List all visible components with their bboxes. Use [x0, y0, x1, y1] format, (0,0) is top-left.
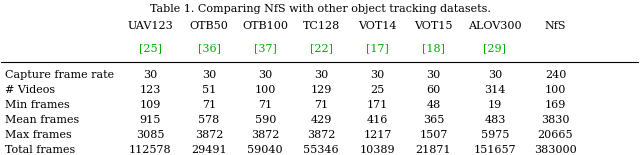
- Text: [17]: [17]: [366, 44, 388, 54]
- Text: 483: 483: [484, 115, 506, 125]
- Text: 416: 416: [367, 115, 388, 125]
- Text: 30: 30: [314, 70, 328, 80]
- Text: 51: 51: [202, 85, 216, 95]
- Text: 365: 365: [423, 115, 444, 125]
- Text: 20665: 20665: [538, 130, 573, 140]
- Text: [25]: [25]: [139, 44, 162, 54]
- Text: 590: 590: [255, 115, 276, 125]
- Text: 240: 240: [545, 70, 566, 80]
- Text: 314: 314: [484, 85, 506, 95]
- Text: 19: 19: [488, 100, 502, 110]
- Text: [18]: [18]: [422, 44, 445, 54]
- Text: Table 1. Comparing NfS with other object tracking datasets.: Table 1. Comparing NfS with other object…: [150, 4, 490, 14]
- Text: 21871: 21871: [415, 145, 451, 155]
- Text: 10389: 10389: [360, 145, 395, 155]
- Text: 59040: 59040: [248, 145, 283, 155]
- Text: 30: 30: [426, 70, 440, 80]
- Text: 151657: 151657: [474, 145, 516, 155]
- Text: 48: 48: [426, 100, 440, 110]
- Text: 100: 100: [545, 85, 566, 95]
- Text: 3830: 3830: [541, 115, 570, 125]
- Text: 171: 171: [367, 100, 388, 110]
- Text: 3085: 3085: [136, 130, 164, 140]
- Text: 1217: 1217: [363, 130, 392, 140]
- Text: 109: 109: [140, 100, 161, 110]
- Text: 112578: 112578: [129, 145, 172, 155]
- Text: Total frames: Total frames: [4, 145, 75, 155]
- Text: [37]: [37]: [254, 44, 276, 54]
- Text: [29]: [29]: [483, 44, 506, 54]
- Text: 30: 30: [143, 70, 157, 80]
- Text: 29491: 29491: [191, 145, 227, 155]
- Text: 30: 30: [258, 70, 273, 80]
- Text: 129: 129: [310, 85, 332, 95]
- Text: 3872: 3872: [251, 130, 280, 140]
- Text: 169: 169: [545, 100, 566, 110]
- Text: Capture frame rate: Capture frame rate: [4, 70, 114, 80]
- Text: NfS: NfS: [545, 21, 566, 31]
- Text: 71: 71: [258, 100, 272, 110]
- Text: OTB100: OTB100: [242, 21, 288, 31]
- Text: VOT14: VOT14: [358, 21, 397, 31]
- Text: Max frames: Max frames: [4, 130, 71, 140]
- Text: UAV123: UAV123: [127, 21, 173, 31]
- Text: 5975: 5975: [481, 130, 509, 140]
- Text: 55346: 55346: [303, 145, 339, 155]
- Text: TC128: TC128: [303, 21, 340, 31]
- Text: 30: 30: [370, 70, 385, 80]
- Text: 429: 429: [310, 115, 332, 125]
- Text: 71: 71: [202, 100, 216, 110]
- Text: [36]: [36]: [198, 44, 221, 54]
- Text: Min frames: Min frames: [4, 100, 69, 110]
- Text: [22]: [22]: [310, 44, 333, 54]
- Text: 3872: 3872: [195, 130, 223, 140]
- Text: 383000: 383000: [534, 145, 577, 155]
- Text: ALOV300: ALOV300: [468, 21, 522, 31]
- Text: 100: 100: [255, 85, 276, 95]
- Text: 123: 123: [140, 85, 161, 95]
- Text: 25: 25: [370, 85, 385, 95]
- Text: 915: 915: [140, 115, 161, 125]
- Text: 60: 60: [426, 85, 440, 95]
- Text: VOT15: VOT15: [414, 21, 452, 31]
- Text: 578: 578: [198, 115, 220, 125]
- Text: OTB50: OTB50: [189, 21, 228, 31]
- Text: Mean frames: Mean frames: [4, 115, 79, 125]
- Text: 30: 30: [488, 70, 502, 80]
- Text: 71: 71: [314, 100, 328, 110]
- Text: # Videos: # Videos: [4, 85, 54, 95]
- Text: 30: 30: [202, 70, 216, 80]
- Text: 3872: 3872: [307, 130, 335, 140]
- Text: 1507: 1507: [419, 130, 447, 140]
